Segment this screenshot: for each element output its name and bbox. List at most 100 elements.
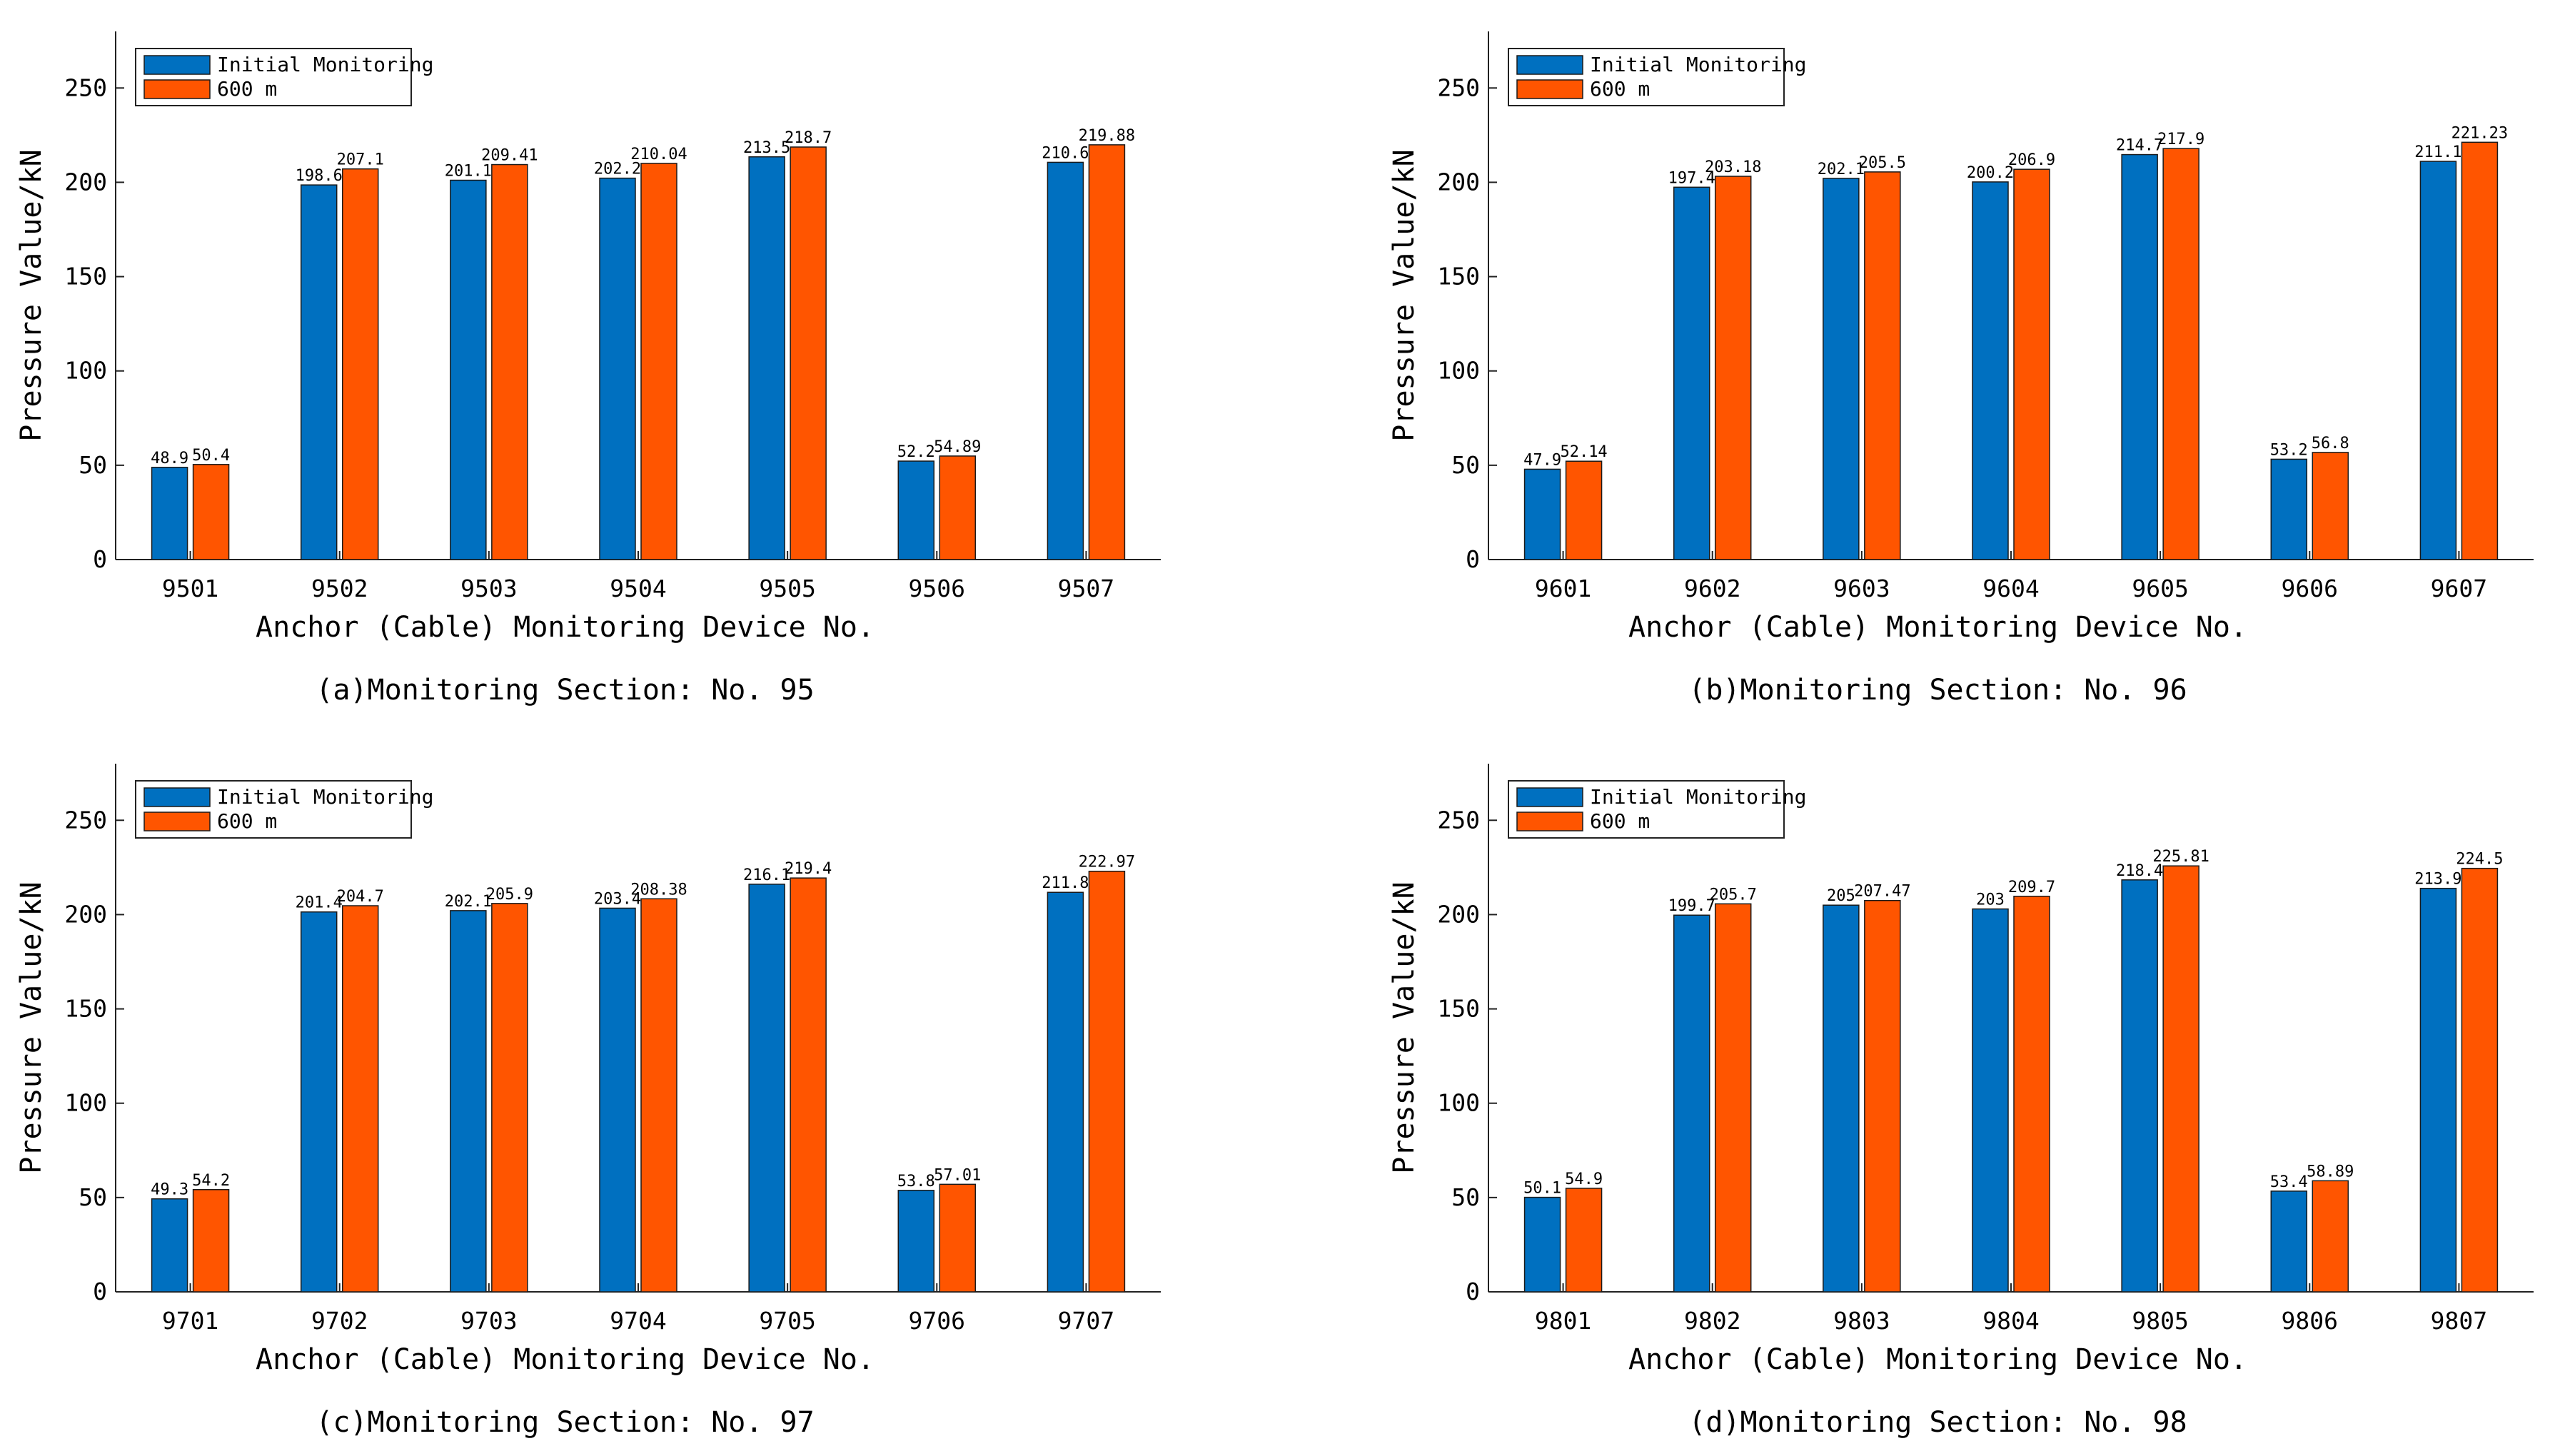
panel-caption: (b)Monitoring Section: No. 96 — [1688, 674, 2187, 707]
y-tick-label: 250 — [1437, 806, 1480, 834]
bar-initial-monitoring — [450, 910, 487, 1293]
bar-600m — [1864, 171, 1901, 560]
bar-600m — [1714, 176, 1752, 560]
data-label: 206.9 — [2008, 151, 2055, 169]
legend-swatch-initial-monitoring — [1516, 55, 1583, 75]
y-tick-label: 200 — [1437, 168, 1480, 196]
bar-initial-monitoring — [300, 911, 338, 1293]
bar-initial-monitoring — [1972, 908, 2009, 1293]
y-tick-label: 150 — [64, 995, 107, 1023]
bar-initial-monitoring — [2419, 161, 2457, 560]
y-tick-label: 0 — [93, 1278, 107, 1305]
y-tick-label: 250 — [1437, 74, 1480, 101]
x-tick-label: 9502 — [311, 575, 368, 602]
y-tick-label: 250 — [64, 74, 107, 101]
chart-panel-b: 0 50 100 150 200 250 9601 47.952.14 9602 197.4203… — [1388, 31, 2534, 707]
data-label: 201.4 — [296, 894, 343, 912]
y-tick-label: 50 — [79, 451, 107, 479]
data-label: 207.47 — [1854, 883, 1910, 901]
x-tick-label: 9601 — [1535, 575, 1591, 602]
x-tick-label: 9704 — [610, 1307, 666, 1335]
legend-label: Initial Monitoring — [1590, 785, 1806, 809]
x-tick-label: 9604 — [1982, 575, 2039, 602]
data-label: 219.88 — [1079, 127, 1135, 145]
x-tick-label: 9804 — [1982, 1307, 2039, 1335]
x-tick-label: 9504 — [610, 575, 666, 602]
x-tick-label: 9701 — [162, 1307, 218, 1335]
bar-initial-monitoring — [1673, 914, 1710, 1293]
bar-600m — [2312, 452, 2349, 560]
bar-initial-monitoring — [2419, 887, 2457, 1293]
data-label: 203 — [1976, 891, 2005, 909]
bar-600m — [2461, 141, 2499, 560]
bar-initial-monitoring — [599, 907, 636, 1293]
legend-swatch-600m — [143, 79, 211, 99]
y-axis-title: Pressure Value/kN — [15, 149, 48, 441]
bar-initial-monitoring — [300, 184, 338, 560]
data-label: 202.1 — [445, 893, 492, 911]
x-tick-label: 9806 — [2282, 1307, 2338, 1335]
y-tick-label: 200 — [1437, 900, 1480, 928]
x-tick-label: 9602 — [1684, 575, 1740, 602]
x-tick-label: 9706 — [909, 1307, 965, 1335]
bar-600m — [192, 464, 230, 560]
legend-swatch-initial-monitoring — [143, 55, 211, 75]
bar-600m — [790, 877, 827, 1293]
x-tick-label: 9605 — [2132, 575, 2188, 602]
y-tick-label: 0 — [1466, 1278, 1480, 1305]
data-label: 52.14 — [1560, 443, 1607, 461]
y-tick-label: 250 — [64, 806, 107, 834]
data-label: 209.7 — [2008, 879, 2055, 896]
data-label: 201.1 — [445, 163, 492, 181]
data-label: 219.4 — [785, 860, 832, 878]
data-label: 221.23 — [2451, 124, 2508, 142]
x-tick-label: 9506 — [909, 575, 965, 602]
bar-initial-monitoring — [1823, 904, 1860, 1293]
bar-initial-monitoring — [1047, 891, 1084, 1293]
y-tick-label: 150 — [1437, 995, 1480, 1023]
y-tick-label: 50 — [79, 1183, 107, 1211]
panel-caption: (d)Monitoring Section: No. 98 — [1688, 1406, 2187, 1439]
data-label: 54.9 — [1565, 1171, 1603, 1188]
data-label: 200.2 — [1967, 164, 2014, 182]
bar-600m — [2013, 168, 2050, 560]
x-tick-label: 9807 — [2431, 1307, 2487, 1335]
data-label: 205.9 — [486, 886, 533, 904]
x-tick-label: 9803 — [1833, 1307, 1890, 1335]
data-label: 202.1 — [1818, 161, 1865, 178]
bar-600m — [2461, 867, 2499, 1293]
bar-600m — [640, 163, 677, 560]
x-tick-label: 9802 — [1684, 1307, 1740, 1335]
x-tick-label: 9606 — [2282, 575, 2338, 602]
x-tick-label: 9707 — [1058, 1307, 1114, 1335]
bar-initial-monitoring — [897, 1190, 935, 1293]
data-label: 216.1 — [743, 866, 790, 884]
bar-initial-monitoring — [1673, 186, 1710, 560]
y-tick-label: 100 — [1437, 357, 1480, 385]
bar-initial-monitoring — [1523, 1196, 1561, 1293]
bar-600m — [341, 905, 379, 1293]
data-label: 57.01 — [934, 1166, 981, 1184]
bar-600m — [1714, 903, 1752, 1293]
bar-initial-monitoring — [748, 156, 785, 560]
data-label: 56.8 — [2312, 435, 2349, 453]
bar-initial-monitoring — [1047, 161, 1084, 560]
data-label: 225.81 — [2152, 848, 2209, 866]
panel-caption: (c)Monitoring Section: No. 97 — [316, 1406, 814, 1439]
y-axis-title: Pressure Value/kN — [1388, 149, 1421, 441]
data-label: 218.7 — [785, 129, 832, 147]
data-label: 198.6 — [296, 167, 343, 185]
x-axis-title: Anchor (Cable) Monitoring Device No. — [256, 611, 875, 644]
legend-swatch-600m — [1516, 79, 1583, 99]
y-axis-title: Pressure Value/kN — [15, 881, 48, 1173]
y-tick-label: 150 — [64, 263, 107, 290]
data-label: 208.38 — [630, 881, 687, 899]
chart-panel-a: 0 50 100 150 200 250 9501 48.9 50.4 9502 198.6207.… — [15, 31, 1161, 707]
y-tick-label: 100 — [1437, 1089, 1480, 1117]
data-label: 199.7 — [1668, 897, 1715, 915]
data-label: 197.4 — [1668, 169, 1715, 187]
legend-swatch-600m — [143, 812, 211, 831]
